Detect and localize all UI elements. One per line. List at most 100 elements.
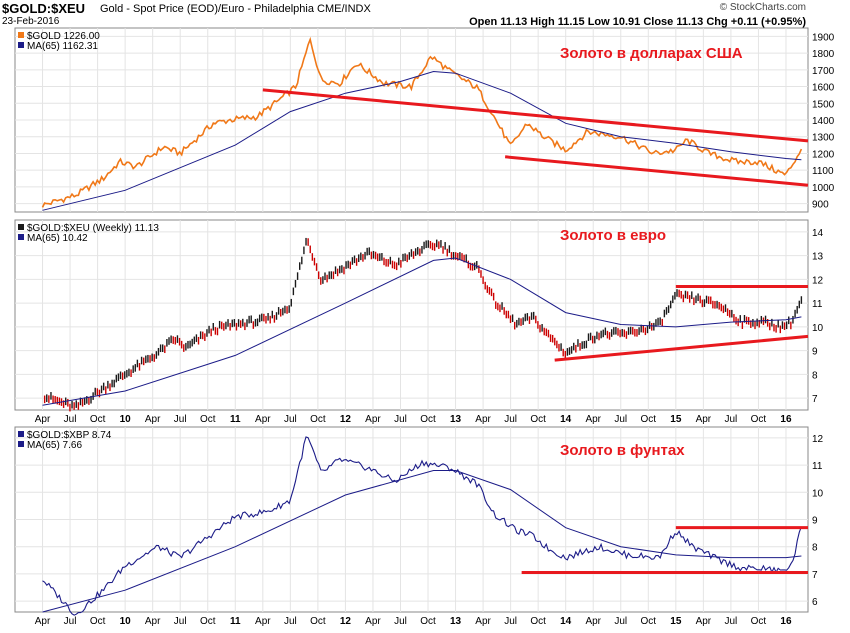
x-tick-label: Oct (530, 414, 546, 425)
x-tick-label: 14 (560, 414, 572, 425)
x-tick-label: 16 (780, 414, 792, 425)
ma-swatch (18, 441, 24, 447)
chart-annotation: Золото в долларах США (560, 45, 743, 62)
stockcharts-watermark: © StockCharts.com (719, 2, 806, 13)
legend-entry: MA(65) 7.66 (27, 440, 82, 451)
legend-entry: MA(65) 1162.31 (27, 41, 98, 52)
trendline (504, 155, 809, 187)
y-tick-label: 12 (812, 434, 824, 445)
x-tick-label: Oct (310, 414, 326, 425)
x-tick-label: Apr (35, 414, 51, 425)
x-tick-label: 11 (230, 414, 241, 425)
moving-average-line (42, 257, 802, 406)
ma-swatch (18, 234, 24, 240)
y-tick-label: 1800 (812, 49, 835, 60)
legend-entry: MA(65) 10.42 (27, 233, 88, 244)
x-tick-label: Jul (174, 414, 187, 425)
moving-average-line (42, 70, 802, 211)
price-series-line (41, 36, 803, 208)
x-tick-label: Oct (420, 414, 436, 425)
chart-description: Gold - Spot Price (EOD)/Euro - Philadelp… (100, 3, 371, 15)
x-tick-label: Apr (585, 414, 601, 425)
x-tick-label: Oct (641, 616, 657, 627)
y-tick-label: 10 (812, 488, 824, 499)
x-tick-label: Oct (751, 414, 767, 425)
x-tick-label: Oct (90, 414, 106, 425)
y-tick-label: 9 (812, 347, 818, 358)
series-swatch (18, 224, 24, 230)
legend-entry: $GOLD:$XEU (Weekly) 11.13 (27, 223, 159, 234)
x-tick-label: Jul (284, 616, 297, 627)
x-tick-label: Apr (365, 616, 381, 627)
legend-entry: $GOLD:$XBP 8.74 (27, 430, 112, 441)
x-tick-label: Jul (174, 616, 187, 627)
y-tick-label: 13 (812, 252, 824, 263)
x-tick-label: Oct (310, 616, 326, 627)
y-tick-label: 1900 (812, 32, 835, 43)
price-series-line (42, 436, 802, 616)
chart-panel-0: 900 1000 1100 1200 1300 1400 1500 1600 1700 1800 1… (14, 27, 835, 213)
x-tick-label: Oct (751, 616, 767, 627)
x-tick-label: Jul (64, 414, 77, 425)
plot-area (14, 219, 809, 411)
x-tick-label: 10 (120, 616, 132, 627)
y-tick-label: 1600 (812, 83, 835, 94)
y-tick-label: 8 (812, 543, 818, 554)
y-tick-label: 7 (812, 570, 818, 581)
chart-annotation: Золото в фунтах (560, 442, 685, 459)
y-tick-label: 1100 (812, 166, 834, 177)
x-tick-label: Apr (365, 414, 381, 425)
y-tick-label: 6 (812, 597, 818, 608)
y-tick-label: 1500 (812, 99, 835, 110)
x-tick-label: Oct (420, 616, 436, 627)
x-tick-label: Oct (200, 616, 216, 627)
x-tick-label: Apr (475, 616, 491, 627)
x-tick-label: Apr (255, 616, 271, 627)
x-tick-label: Apr (475, 414, 491, 425)
x-tick-label: Apr (35, 616, 51, 627)
y-tick-label: 11 (812, 461, 823, 472)
x-tick-label: Oct (200, 414, 216, 425)
x-tick-label: Jul (284, 414, 297, 425)
ma-swatch (18, 42, 24, 48)
y-tick-label: 1400 (812, 116, 835, 127)
x-tick-label: 15 (670, 616, 682, 627)
y-tick-label: 7 (812, 394, 818, 405)
legend-entry: $GOLD 1226.00 (27, 31, 100, 42)
chart-symbol: $GOLD:$XEU (2, 1, 86, 16)
x-tick-label: 14 (560, 616, 572, 627)
x-tick-label: Apr (585, 616, 601, 627)
x-tick-label: 11 (230, 616, 241, 627)
trendline (554, 334, 809, 362)
y-tick-label: 1200 (812, 149, 835, 160)
chart-panel-1: 7 8 9 10 11 12 13 14 $GOLD:$XEU (Weekly) 11.13MA… (14, 219, 824, 425)
y-tick-label: 1000 (812, 183, 835, 194)
chart-date: 23-Feb-2016 (2, 16, 60, 27)
x-tick-label: Oct (90, 616, 106, 627)
x-tick-label: 12 (340, 616, 352, 627)
series-swatch (18, 431, 24, 437)
x-tick-label: 15 (670, 414, 682, 425)
x-tick-label: Oct (641, 414, 657, 425)
y-tick-label: 14 (812, 228, 824, 239)
y-tick-label: 1300 (812, 133, 835, 144)
x-tick-label: Apr (696, 616, 712, 627)
x-tick-label: Oct (530, 616, 546, 627)
ohlc-readout: Open 11.13 High 11.15 Low 10.91 Close 11… (469, 16, 806, 28)
price-bars (43, 237, 803, 412)
x-tick-label: 16 (780, 616, 792, 627)
y-tick-label: 1700 (812, 66, 835, 77)
moving-average-line (42, 470, 802, 613)
x-tick-label: Jul (614, 414, 627, 425)
y-tick-label: 12 (812, 275, 824, 286)
y-tick-label: 11 (812, 299, 823, 310)
x-tick-label: Jul (614, 616, 627, 627)
x-tick-label: 13 (450, 616, 462, 627)
x-tick-label: Apr (255, 414, 271, 425)
x-tick-label: Apr (145, 616, 161, 627)
x-tick-label: 12 (340, 414, 352, 425)
x-tick-label: Jul (64, 616, 77, 627)
y-tick-label: 8 (812, 370, 818, 381)
